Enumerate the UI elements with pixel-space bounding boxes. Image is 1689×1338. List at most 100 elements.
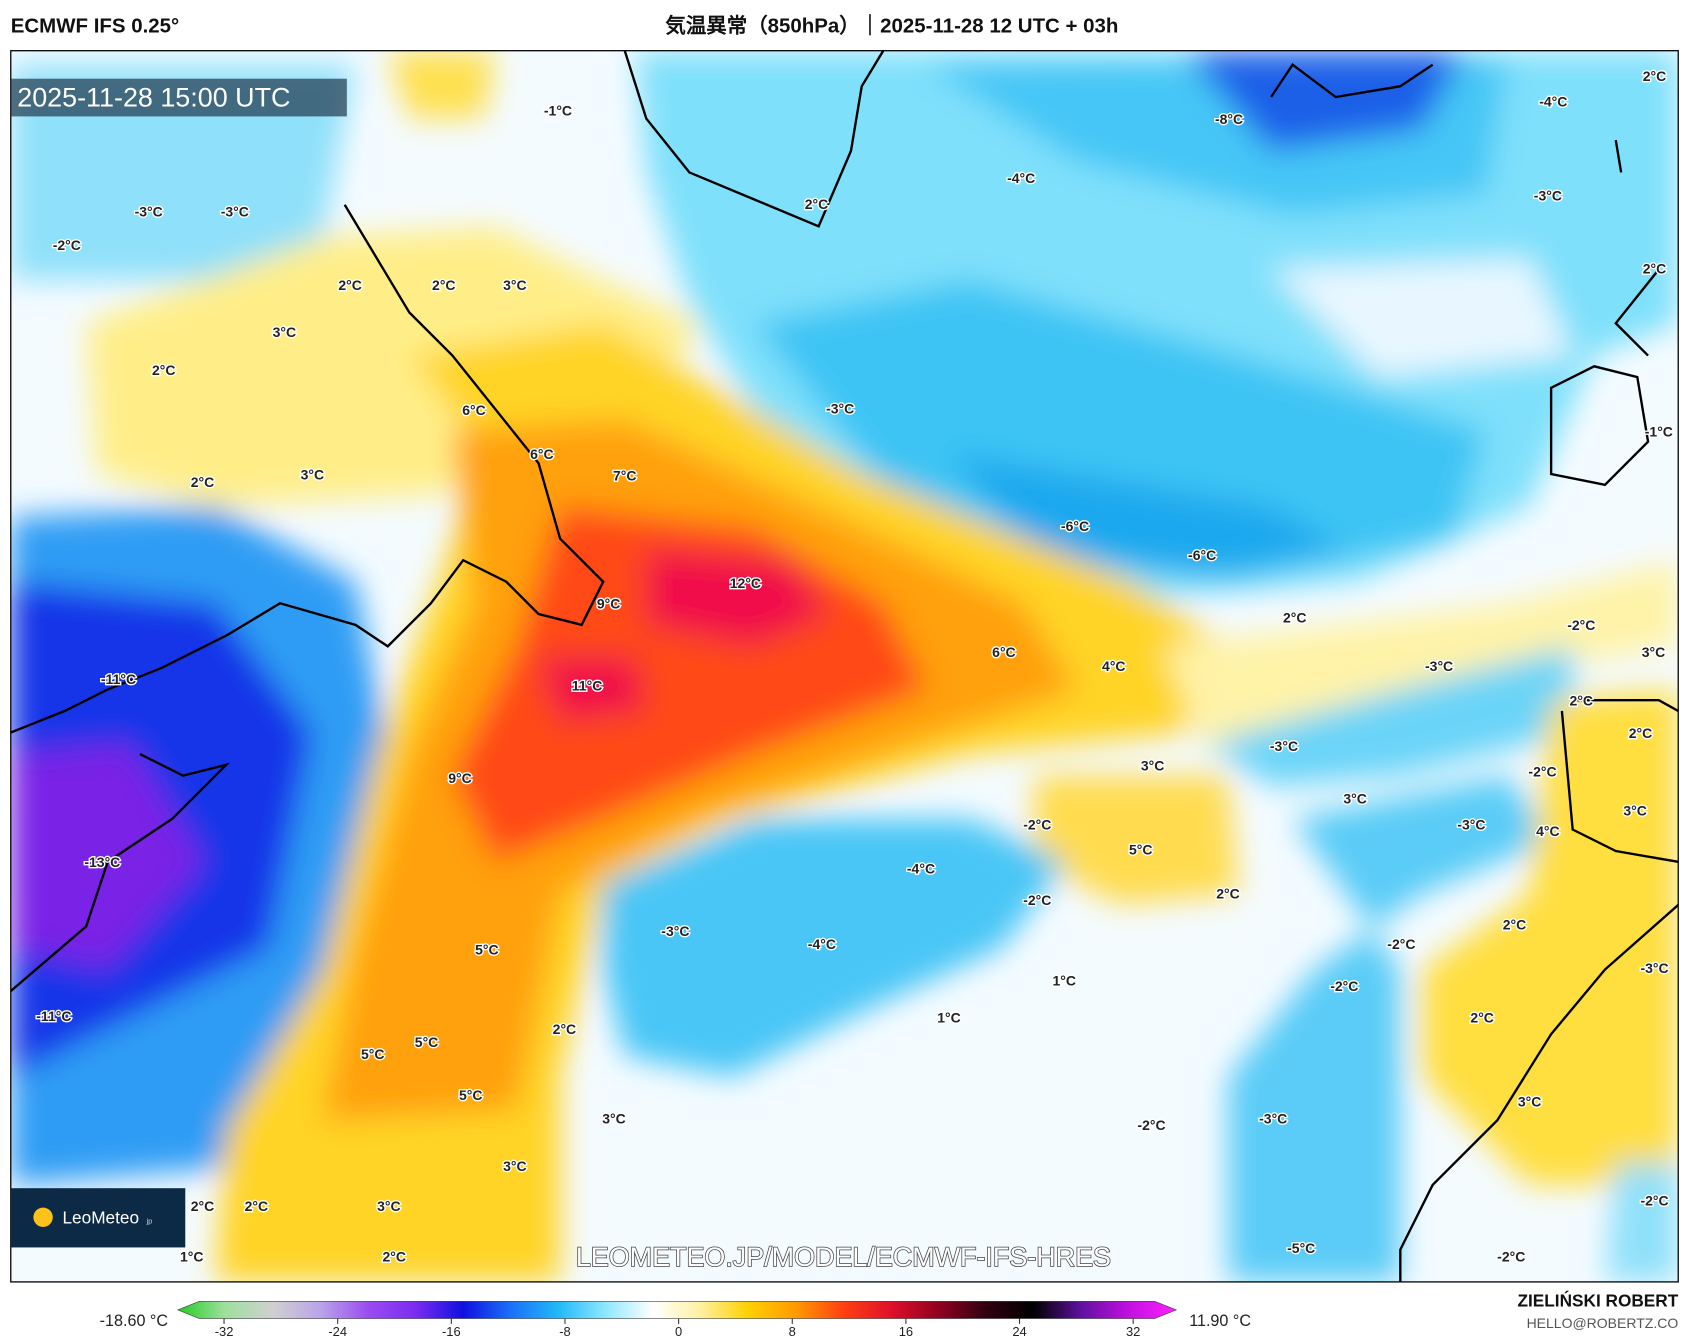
colorbar-tick-label: 16 <box>899 1324 913 1338</box>
logo-text: LeoMeteo <box>62 1208 139 1228</box>
contour-label: 2°C <box>1283 610 1307 626</box>
watermark-url: LEOMETEO.JP/MODEL/ECMWF-IFS-HRES <box>576 1242 1111 1272</box>
contour-label: -6°C <box>1188 547 1216 563</box>
contour-label: 2°C <box>152 362 176 378</box>
contour-label: 9°C <box>597 596 621 612</box>
colorbar-max-value: 11.90 °C <box>1189 1312 1251 1330</box>
map-title: 気温異常（850hPa）｜2025-11-28 12 UTC + 03h <box>665 13 1118 37</box>
contour-label: -2°C <box>1497 1248 1525 1264</box>
colorbar-tick-label: -8 <box>559 1324 570 1338</box>
map-frame <box>10 50 1679 1283</box>
contour-label: 6°C <box>462 402 486 418</box>
contour-label: 3°C <box>1623 802 1647 818</box>
map-area: -1°C -3°C -3°C -2°C 2°C 2°C 3°C 3°C 2°C 6°C 6°C 7°C… <box>10 50 1679 1282</box>
contour-label: -3°C <box>1259 1111 1287 1127</box>
contour-label: 2°C <box>1570 693 1593 709</box>
contour-label: 5°C <box>459 1087 483 1103</box>
contour-label: 2°C <box>191 1198 215 1214</box>
contour-label: -4°C <box>808 936 836 952</box>
contour-label: -11°C <box>36 1008 71 1024</box>
contour-label: 3°C <box>602 1111 626 1127</box>
colorbar-tick-label: 8 <box>789 1324 796 1338</box>
contour-label: 2°C <box>338 277 362 293</box>
contour-label: -11°C <box>101 671 136 687</box>
contour-label: -1°C <box>1645 423 1673 439</box>
contour-label: -2°C <box>1528 764 1556 780</box>
contour-label: 9°C <box>448 770 472 786</box>
contour-label: 2°C <box>382 1248 406 1264</box>
contour-label: 1°C <box>937 1009 961 1025</box>
sun-icon <box>33 1207 53 1227</box>
contour-label: 5°C <box>415 1034 439 1050</box>
contour-label: -3°C <box>1640 960 1668 976</box>
contour-label: 4°C <box>1102 658 1126 674</box>
contour-label: 2°C <box>1503 917 1526 933</box>
contour-label: -2°C <box>1023 816 1051 832</box>
contour-label: 6°C <box>992 644 1016 660</box>
contour-label: -3°C <box>1270 738 1298 754</box>
contour-label: 3°C <box>503 1158 527 1174</box>
contour-label: -2°C <box>1387 936 1415 952</box>
author-email: HELLO@ROBERTZ.CO <box>1527 1315 1679 1331</box>
contour-labels: -1°C -3°C -3°C -2°C 2°C 2°C 3°C 3°C 2°C 6°C 6°C 7°C… <box>35 67 1674 1266</box>
contour-label: 6°C <box>530 446 554 462</box>
contour-label: 3°C <box>1518 1093 1542 1109</box>
contour-label: 2°C <box>432 277 456 293</box>
valid-time-badge: 2025-11-28 15:00 UTC <box>10 78 347 117</box>
contour-label: 2°C <box>553 1021 577 1037</box>
contour-label: -2°C <box>53 237 81 253</box>
valid-time: 2025-11-28 15:00 UTC <box>17 83 290 113</box>
contour-label: 2°C <box>805 196 829 212</box>
contour-label: -3°C <box>1534 187 1562 203</box>
contour-label: -8°C <box>1215 111 1243 127</box>
contour-label: -3°C <box>826 401 854 417</box>
contour-label: -3°C <box>661 923 689 939</box>
colorbar-tick-label: 24 <box>1012 1324 1026 1338</box>
author-credit: ZIELIŃSKI ROBERT <box>1518 1291 1679 1311</box>
contour-label: 2°C <box>245 1198 269 1214</box>
contour-label: -2°C <box>1023 892 1051 908</box>
contour-label: -2°C <box>1137 1117 1165 1133</box>
contour-label: 3°C <box>503 277 527 293</box>
contour-label: 3°C <box>1141 757 1164 773</box>
coastlines <box>10 50 1679 1282</box>
contour-label: 3°C <box>273 324 297 340</box>
logo-suffix: jp <box>145 1217 152 1226</box>
colorbar-tick-label: -32 <box>215 1324 234 1338</box>
colorbar-tick-label: 0 <box>675 1324 682 1338</box>
contour-label: 3°C <box>377 1198 401 1214</box>
contour-label: -5°C <box>1287 1240 1315 1256</box>
contour-label: 5°C <box>1129 841 1153 857</box>
colorbar-tick-label: 32 <box>1126 1324 1140 1338</box>
contour-label: 1°C <box>180 1248 204 1264</box>
contour-label: -3°C <box>135 204 163 220</box>
contour-label: -4°C <box>1539 94 1567 110</box>
colorbar-tick-label: -24 <box>328 1324 347 1338</box>
contour-label: 7°C <box>613 467 637 483</box>
contour-label: -2°C <box>1567 617 1595 633</box>
contour-label: 4°C <box>1536 823 1559 839</box>
leometeo-logo: LeoMeteo jp <box>10 1188 186 1248</box>
contour-label: -2°C <box>1330 978 1358 994</box>
contour-label: -1°C <box>544 102 572 118</box>
contour-label: 5°C <box>475 941 499 957</box>
contour-label: -2°C <box>1640 1192 1668 1208</box>
contour-label: -3°C <box>221 204 249 220</box>
colorbar-tick-label: -16 <box>442 1324 461 1338</box>
contour-label: 12°C <box>730 575 761 591</box>
colorbar: -32 -24 -16 -8 0 8 16 24 32 -18.60 °C 11.90 °C <box>100 1300 1251 1338</box>
contour-label: 2°C <box>1643 68 1666 84</box>
contour-label: 5°C <box>361 1046 385 1062</box>
contour-label: 2°C <box>191 474 215 490</box>
contour-label: -3°C <box>1457 816 1485 832</box>
contour-label: 2°C <box>1643 261 1666 277</box>
contour-label: -4°C <box>1007 170 1035 186</box>
model-name: ECMWF IFS 0.25° <box>11 14 179 37</box>
colorbar-min-value: -18.60 °C <box>100 1312 169 1330</box>
contour-label: 2°C <box>1629 725 1652 741</box>
contour-label: 1°C <box>1052 973 1076 989</box>
contour-label: 11°C <box>572 678 603 694</box>
contour-label: 3°C <box>1343 791 1366 807</box>
contour-label: -6°C <box>1061 518 1089 534</box>
